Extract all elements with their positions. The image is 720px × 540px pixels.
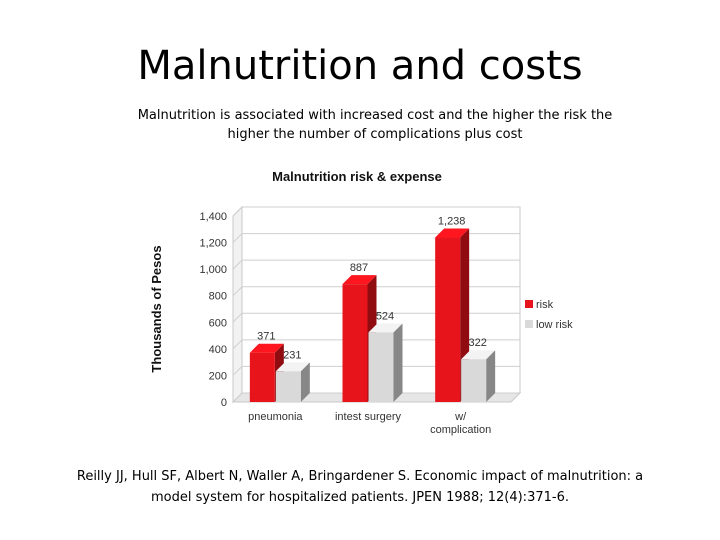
bar-top-low-risk	[368, 323, 403, 333]
y-gridline	[232, 392, 520, 403]
bar-top-low-risk	[275, 362, 310, 372]
bar-risk	[435, 237, 461, 402]
y-tick-label: 1,200	[199, 238, 227, 250]
y-tick-label: 200	[209, 370, 227, 382]
y-tick-label: 0	[221, 397, 227, 409]
data-label: 1,238	[438, 216, 466, 228]
data-label: 322	[468, 337, 486, 349]
bar-risk	[249, 352, 275, 402]
bar-side-low-risk	[486, 350, 496, 402]
legend-label: risk	[536, 299, 554, 311]
y-tick-label: 1,400	[199, 211, 227, 223]
bar-low-risk	[461, 359, 487, 402]
y-gridline	[232, 312, 520, 323]
slide-title: Malnutrition and costs	[137, 43, 583, 89]
y-tick-label: 800	[209, 291, 227, 303]
y-tick-label: 400	[209, 344, 227, 356]
legend-swatch	[525, 320, 533, 328]
citation: Reilly JJ, Hull SF, Albert N, Waller A, …	[76, 469, 644, 505]
chart-container: Malnutrition risk & expense 0 200 400 600 800…	[137, 158, 589, 454]
bar-top-low-risk	[461, 350, 496, 360]
y-gridline	[232, 259, 520, 270]
legend-swatch	[525, 300, 533, 308]
data-label: 524	[376, 310, 394, 322]
slide-subtitle: Malnutrition is associated with increase…	[137, 108, 613, 142]
bar-low-risk	[368, 332, 394, 402]
chart-side-wall	[232, 205, 243, 404]
data-label: 371	[257, 331, 275, 343]
y-gridline	[232, 233, 520, 243]
bar-low-risk	[275, 371, 301, 402]
data-label: 887	[350, 262, 368, 274]
y-tick-label: 600	[209, 317, 227, 329]
bar-top-risk	[249, 343, 284, 353]
x-tick-label-line: complication	[430, 424, 491, 436]
y-axis-label: Thousands of Pesos	[149, 245, 164, 372]
y-gridline	[232, 365, 520, 376]
bar-risk	[342, 284, 368, 402]
bar-side-low-risk	[300, 362, 310, 402]
x-tick-label-line: w/	[454, 411, 467, 423]
x-tick-label: pneumonia	[248, 411, 303, 423]
bar-side-low-risk	[393, 323, 403, 402]
y-gridline	[232, 286, 520, 297]
y-tick-label: 1,000	[199, 264, 227, 276]
chart-title: Malnutrition risk & expense	[272, 169, 442, 184]
bar-top-risk	[435, 228, 470, 238]
data-label: 231	[283, 349, 301, 361]
legend-label: low risk	[536, 319, 573, 331]
bar-chart: Malnutrition risk & expense 0 200 400 600 800…	[149, 169, 573, 436]
bar-top-risk	[342, 275, 377, 285]
x-tick-label: intest surgery	[335, 411, 402, 423]
x-tick-label: w/complication	[430, 411, 491, 436]
y-gridline	[232, 339, 520, 350]
y-gridline	[232, 206, 520, 217]
